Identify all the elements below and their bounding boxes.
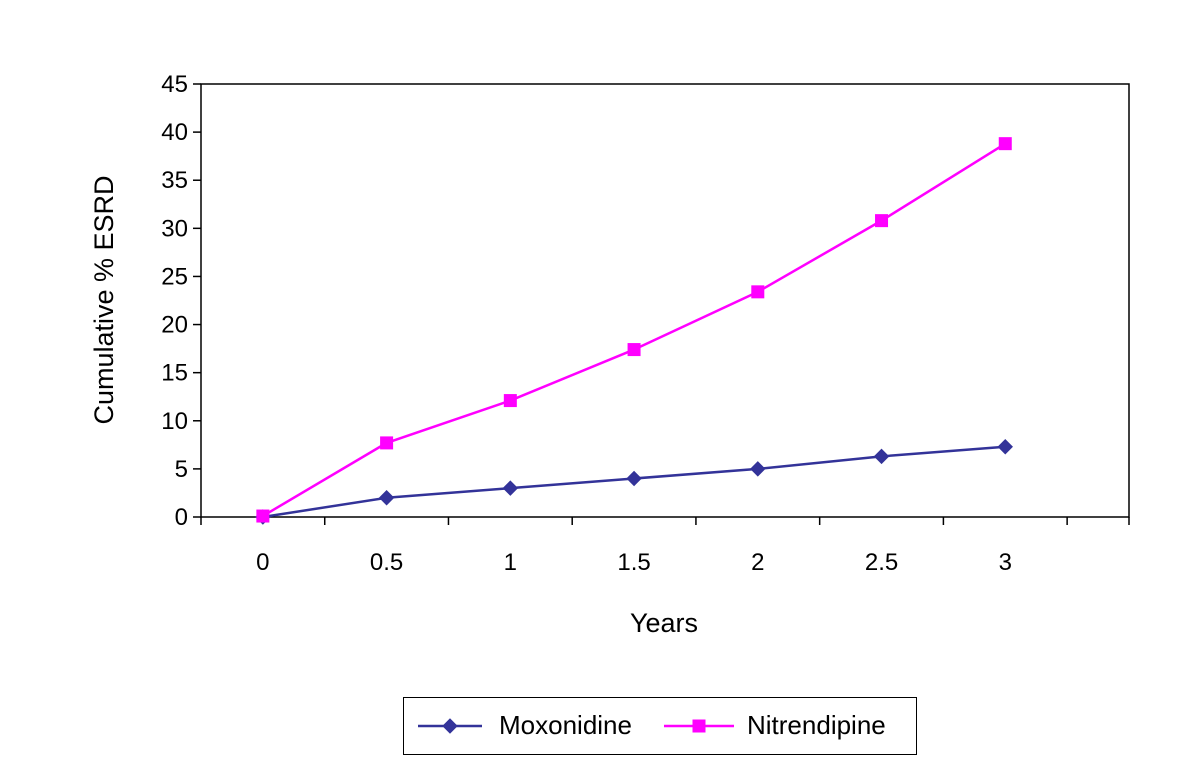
legend-swatch-moxonidine	[418, 718, 482, 734]
x-axis: 0 0.5 1 1.5 2 2.5 3	[200, 517, 1130, 576]
y-tick-label: 20	[161, 312, 188, 339]
data-point-moxonidine	[873, 448, 890, 465]
y-tick-label: 35	[161, 167, 188, 194]
series-markers	[255, 137, 1013, 525]
data-point-moxonidine	[997, 439, 1013, 455]
x-tick-label: 1	[504, 549, 517, 576]
data-point-moxonidine	[626, 470, 642, 487]
y-tick-label: 15	[161, 360, 188, 387]
x-tick-label: 0	[256, 549, 269, 576]
plot-area	[200, 83, 1130, 518]
legend-label-moxonidine: Moxonidine	[499, 710, 632, 740]
y-tick-label: 5	[175, 456, 188, 483]
legend: Moxonidine Nitrendipine	[403, 697, 917, 755]
x-tick-label: 2.5	[865, 549, 898, 576]
legend-marker	[692, 719, 706, 733]
x-tick-label: 3	[999, 549, 1012, 576]
data-point-nitrendipine	[875, 214, 889, 228]
legend-label-nitrendipine: Nitrendipine	[747, 710, 886, 740]
data-point-nitrendipine	[256, 509, 270, 523]
x-tick-label: 0.5	[370, 549, 403, 576]
x-axis-title: Years	[630, 608, 698, 638]
data-point-nitrendipine	[627, 343, 641, 357]
legend-marker	[442, 718, 458, 734]
data-point-nitrendipine	[503, 394, 517, 408]
data-point-moxonidine	[502, 480, 519, 496]
data-point-moxonidine	[378, 490, 395, 506]
data-point-nitrendipine	[751, 285, 765, 299]
legend-swatch-nitrendipine	[664, 719, 734, 733]
y-tick-label: 40	[161, 119, 188, 146]
x-tick-label: 1.5	[617, 549, 650, 576]
line-chart: 0 5 10 15 20 25 30 35 40 45 0 0.5 1 1.5 2 2.5 3 Years C…	[89, 71, 1130, 638]
data-point-nitrendipine	[998, 137, 1012, 151]
y-axis: 0 5 10 15 20 25 30 35 40 45	[161, 71, 201, 531]
y-axis-title: Cumulative % ESRD	[89, 175, 119, 424]
y-tick-label: 25	[161, 263, 188, 290]
x-tick-label: 2	[751, 549, 764, 576]
y-tick-label: 0	[175, 504, 188, 531]
data-point-moxonidine	[750, 461, 766, 477]
data-point-nitrendipine	[380, 436, 394, 450]
y-tick-label: 30	[161, 215, 188, 242]
y-tick-label: 45	[161, 71, 188, 98]
y-tick-label: 10	[161, 408, 188, 435]
